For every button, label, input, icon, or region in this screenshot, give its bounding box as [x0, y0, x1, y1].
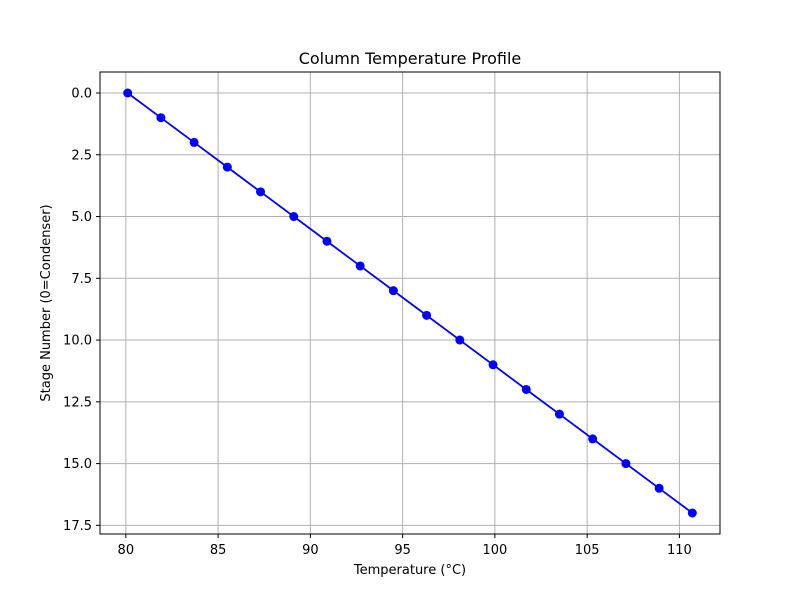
data-point [222, 162, 232, 172]
x-tick-label: 100 [482, 543, 507, 558]
grid [100, 72, 720, 534]
y-tick-label: 5.0 [71, 210, 92, 225]
y-tick-label: 15.0 [63, 457, 92, 472]
y-tick-label: 12.5 [63, 395, 92, 410]
y-tick-label: 0.0 [71, 87, 92, 102]
plot-frame [99, 71, 721, 535]
data-point [488, 360, 498, 370]
data-point [687, 508, 697, 518]
data-point [621, 459, 631, 469]
x-axis-label: Temperature (°C) [353, 563, 466, 578]
x-tick-label: 105 [575, 543, 600, 558]
data-point [256, 187, 266, 197]
series-line [127, 92, 693, 514]
data-point [322, 236, 332, 246]
x-tick-label: 90 [302, 543, 319, 558]
series [123, 88, 697, 518]
data-point [355, 261, 365, 271]
data-point [554, 409, 564, 419]
y-tick-label: 7.5 [71, 272, 92, 287]
x-tick-label: 80 [118, 543, 135, 558]
x-tick-label: 85 [210, 543, 227, 558]
y-tick-label: 10.0 [63, 334, 92, 349]
chart-title: Column Temperature Profile [299, 49, 522, 68]
data-point [455, 335, 465, 345]
data-point [422, 310, 432, 320]
data-point [156, 113, 166, 123]
axis-ticks: 80 85 90 95 100 105 110 0.0 2.5 5.0 7.5 10.0 12.5 15.… [63, 87, 692, 559]
data-point [189, 137, 199, 147]
x-tick-label: 95 [394, 543, 411, 558]
data-point [388, 286, 398, 296]
y-tick-label: 17.5 [63, 519, 92, 534]
data-point [123, 88, 133, 98]
y-axis-label: Stage Number (0=Condenser) [39, 204, 54, 401]
x-tick-label: 110 [667, 543, 692, 558]
y-tick-label: 2.5 [71, 148, 92, 163]
data-point [521, 384, 531, 394]
data-point [654, 483, 664, 493]
data-point [289, 212, 299, 222]
data-point [588, 434, 598, 444]
